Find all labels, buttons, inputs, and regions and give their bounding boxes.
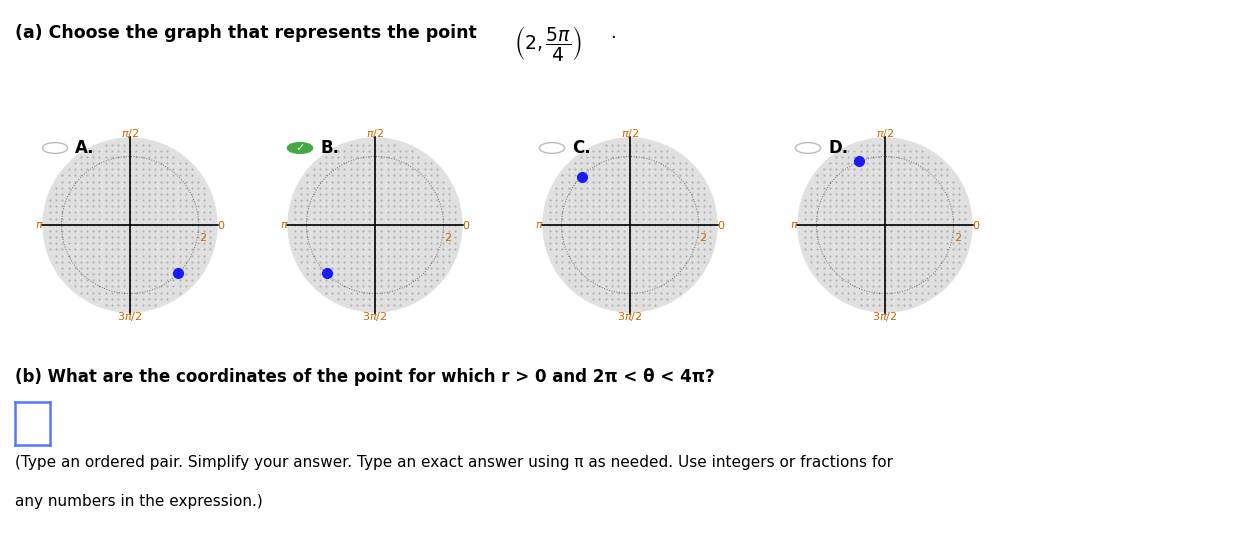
Text: $0$: $0$: [217, 219, 225, 231]
Text: $\pi/2$: $\pi/2$: [366, 127, 384, 140]
Text: $0$: $0$: [462, 219, 471, 231]
Text: $\pi$: $\pi$: [35, 220, 44, 230]
Text: $\pi/2$: $\pi/2$: [121, 127, 138, 140]
Text: $3\pi/2$: $3\pi/2$: [617, 310, 642, 323]
Text: $\pi$: $\pi$: [281, 220, 290, 230]
Text: C.: C.: [572, 139, 590, 157]
Text: B.: B.: [320, 139, 339, 157]
Circle shape: [543, 138, 716, 312]
Text: 2: 2: [699, 233, 706, 242]
Text: (Type an ordered pair. Simplify your answer. Type an exact answer using π as nee: (Type an ordered pair. Simplify your ans…: [15, 455, 893, 470]
Text: 2: 2: [954, 233, 961, 242]
Text: $0$: $0$: [716, 219, 725, 231]
Text: $\left(2,\dfrac{5\pi}{4}\right)$: $\left(2,\dfrac{5\pi}{4}\right)$: [514, 24, 582, 63]
Text: $3\pi/2$: $3\pi/2$: [872, 310, 898, 323]
Text: $\pi/2$: $\pi/2$: [876, 127, 894, 140]
Text: 2: 2: [199, 233, 206, 242]
Circle shape: [798, 138, 972, 312]
Text: (b) What are the coordinates of the point for which r > 0 and 2π < θ < 4π?: (b) What are the coordinates of the poin…: [15, 368, 715, 386]
Text: any numbers in the expression.): any numbers in the expression.): [15, 494, 263, 509]
Text: A.: A.: [76, 139, 94, 157]
Text: $3\pi/2$: $3\pi/2$: [363, 310, 388, 323]
Text: $\pi$: $\pi$: [535, 220, 544, 230]
Circle shape: [43, 138, 217, 312]
Text: D.: D.: [828, 139, 849, 157]
Text: .: .: [611, 24, 617, 42]
Text: ✓: ✓: [296, 143, 305, 153]
Text: $3\pi/2$: $3\pi/2$: [117, 310, 142, 323]
Text: 2: 2: [444, 233, 451, 242]
Circle shape: [288, 138, 462, 312]
Text: $\pi$: $\pi$: [791, 220, 799, 230]
Text: $0$: $0$: [972, 219, 981, 231]
Text: $\pi/2$: $\pi/2$: [621, 127, 640, 140]
Text: (a) Choose the graph that represents the point: (a) Choose the graph that represents the…: [15, 24, 483, 42]
